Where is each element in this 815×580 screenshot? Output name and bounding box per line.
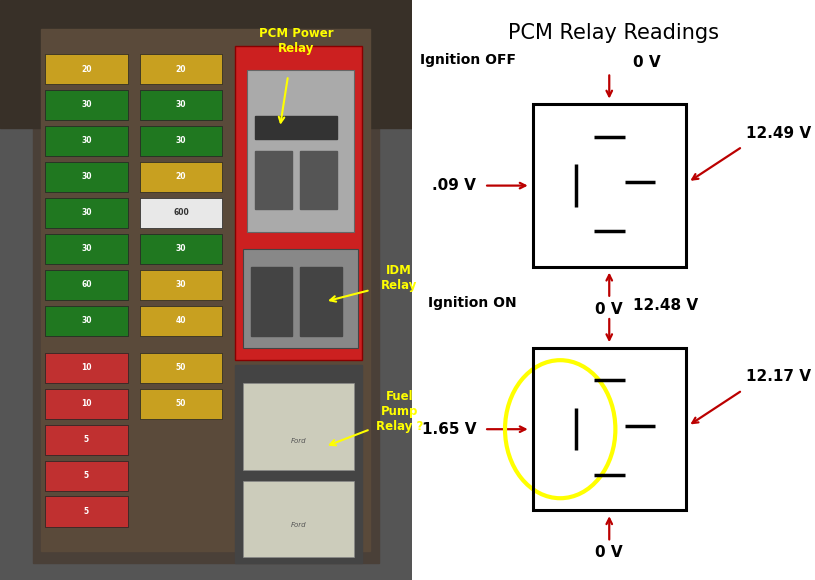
Text: 30: 30 <box>176 244 187 253</box>
Text: 0 V: 0 V <box>596 545 623 560</box>
Bar <box>46 126 128 156</box>
Bar <box>46 270 128 300</box>
Text: 1.65 V: 1.65 V <box>421 422 476 437</box>
Bar <box>533 348 686 510</box>
Text: 20: 20 <box>82 64 91 74</box>
Bar <box>243 383 354 470</box>
Bar <box>301 151 337 209</box>
Text: 30: 30 <box>82 136 91 146</box>
Text: 12.17 V: 12.17 V <box>747 369 812 385</box>
Text: 5: 5 <box>84 471 89 480</box>
Text: Ford: Ford <box>291 522 306 528</box>
Text: 10: 10 <box>82 363 91 372</box>
Bar <box>46 461 128 491</box>
Text: PCM Relay Readings: PCM Relay Readings <box>508 23 719 43</box>
Text: 30: 30 <box>176 280 187 289</box>
Bar <box>46 90 128 120</box>
Text: 50: 50 <box>176 363 187 372</box>
Text: Ford: Ford <box>291 438 306 444</box>
Bar <box>243 481 354 557</box>
Text: PCM Power
Relay: PCM Power Relay <box>259 27 333 55</box>
Text: 50: 50 <box>176 399 187 408</box>
Bar <box>140 126 222 156</box>
Text: 40: 40 <box>176 316 187 325</box>
Text: 30: 30 <box>82 172 91 182</box>
Bar <box>251 267 293 336</box>
Bar <box>140 389 222 419</box>
Text: 5: 5 <box>84 507 89 516</box>
Text: 20: 20 <box>176 64 187 74</box>
Text: 600: 600 <box>174 208 189 218</box>
Text: 30: 30 <box>82 244 91 253</box>
Text: 0 V: 0 V <box>596 302 623 317</box>
Bar <box>46 54 128 84</box>
Bar <box>140 162 222 192</box>
Text: 30: 30 <box>82 316 91 325</box>
Bar <box>33 17 379 563</box>
Bar <box>235 46 362 360</box>
Bar <box>301 267 341 336</box>
Bar <box>46 496 128 527</box>
Bar <box>46 425 128 455</box>
Text: 30: 30 <box>82 208 91 218</box>
Bar <box>140 270 222 300</box>
Text: 12.48 V: 12.48 V <box>633 298 698 313</box>
Bar <box>140 234 222 264</box>
Text: 30: 30 <box>176 136 187 146</box>
Bar <box>46 198 128 228</box>
Bar <box>46 353 128 383</box>
Bar <box>140 198 222 228</box>
Bar <box>255 116 337 139</box>
Text: 10: 10 <box>82 399 91 408</box>
Text: 0 V: 0 V <box>633 55 661 70</box>
Bar <box>140 353 222 383</box>
Text: 60: 60 <box>82 280 91 289</box>
Text: .09 V: .09 V <box>432 178 476 193</box>
Text: 20: 20 <box>176 172 187 182</box>
Bar <box>46 306 128 336</box>
Bar <box>140 306 222 336</box>
Bar <box>235 365 362 563</box>
Text: Ignition OFF: Ignition OFF <box>421 53 517 67</box>
Bar <box>46 389 128 419</box>
Bar <box>46 234 128 264</box>
Bar <box>140 90 222 120</box>
Bar <box>533 104 686 267</box>
Bar <box>0 0 412 128</box>
Text: 30: 30 <box>176 100 187 110</box>
Bar <box>41 29 371 551</box>
Text: Ignition ON: Ignition ON <box>428 296 517 310</box>
Text: Fuel
Pump
Relay ?: Fuel Pump Relay ? <box>376 390 423 433</box>
Bar <box>140 54 222 84</box>
Bar <box>255 151 293 209</box>
Bar <box>243 249 358 348</box>
Bar <box>46 162 128 192</box>
Text: 5: 5 <box>84 435 89 444</box>
Bar <box>247 70 354 232</box>
Text: IDM
Relay: IDM Relay <box>381 264 417 292</box>
Text: 12.49 V: 12.49 V <box>747 126 812 141</box>
Text: 30: 30 <box>82 100 91 110</box>
